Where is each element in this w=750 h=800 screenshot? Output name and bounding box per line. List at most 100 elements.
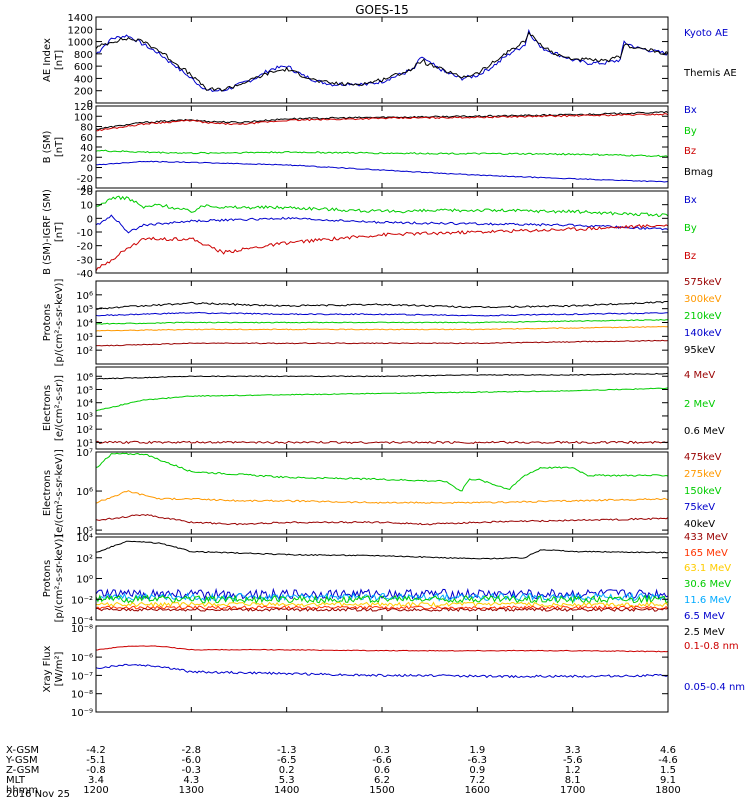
footer-value: 1500 [369, 785, 394, 796]
y-axis-label: [e/(cm²-s-sr)] [54, 375, 65, 441]
panel-5: 10¹ 10² 10³ 10⁴ 10⁵ 10⁶ Electrons [e/(cm²-s-sr)… [42, 366, 725, 450]
y-axis-label: B (SM) [42, 130, 53, 163]
series-150kev-line [96, 452, 668, 492]
footer-row-label: MLT [6, 775, 26, 786]
y-axis-label: [nT] [54, 50, 65, 70]
y-axis-label: [e/(cm²-s-sr-keV)] [54, 449, 65, 537]
series-6-5-mev-line [96, 587, 668, 601]
footer-value: 7.2 [469, 775, 485, 786]
series-bmag-line [96, 110, 668, 131]
series-63-1-mev-line [96, 601, 668, 608]
panel-3: -40 -30 -20 -10 0 10 20 B (SM)-IGRF (SM) [nT] Bx B… [42, 187, 697, 280]
footer-value: 8.1 [565, 775, 581, 786]
legend-entry: 75keV [684, 502, 715, 513]
series-11-6-mev-line [96, 591, 668, 603]
legend-entry: Bz [684, 251, 696, 262]
footer-value: -1.3 [277, 745, 297, 756]
panel-frame [95, 366, 669, 450]
legend-entry: 11.6 MeV [684, 595, 731, 606]
legend-entry: Bx [684, 195, 697, 206]
footer-date: 2016 Nov 25 [6, 789, 70, 800]
y-axis-label: [p/(cm²-s-sr-keV)] [54, 279, 65, 367]
y-tick-label: 10 [80, 201, 93, 212]
y-tick-label: 10⁻⁴ [71, 616, 93, 627]
legend-entry: 300keV [684, 294, 722, 305]
y-tick-label: 400 [74, 74, 93, 85]
y-tick-label: -10 [77, 228, 93, 239]
legend-entry: Kyoto AE [684, 28, 728, 39]
y-tick-label: 10³ [76, 332, 93, 343]
footer-value: 4.3 [183, 775, 199, 786]
footer-table: X-GSM -4.2 -2.8 -1.3 0.3 1.9 3.3 4.6 Y-GSM -5.1 -6… [5, 745, 681, 800]
y-tick-label: 10⁴ [76, 319, 93, 330]
y-tick-label: 10⁷ [76, 448, 93, 459]
y-tick-label: 200 [74, 87, 93, 98]
footer-value: 0.6 [374, 765, 390, 776]
y-tick-label: 10² [76, 425, 93, 436]
legend-entry: 2 MeV [684, 399, 715, 410]
panel-8: 10⁻⁹ 10⁻⁸ 10⁻⁷ 10⁻⁶ 10⁻⁸ Xray Flux [W/m²] 0.1-0… [42, 624, 745, 719]
legend-entry: 210keV [684, 311, 722, 322]
series-30-6-mev-line [96, 594, 668, 605]
series-300kev-line [96, 325, 668, 332]
footer-value: 3.3 [565, 745, 581, 756]
y-tick-label: 20 [80, 153, 93, 164]
series-bz-line [96, 113, 668, 132]
y-tick-label: 10¹ [76, 438, 93, 449]
panel-6: 10⁵ 10⁶ 10⁷ Electrons [e/(cm²-s-sr-keV)] 475k… [42, 448, 722, 537]
legend-entry: 40keV [684, 519, 715, 530]
footer-value: 1.9 [469, 745, 485, 756]
y-tick-label: 10³ [76, 412, 93, 423]
footer-value: 0.3 [374, 745, 390, 756]
y-tick-label: 10⁴ [76, 399, 93, 410]
footer-value: 1600 [465, 785, 490, 796]
legend-entry: 0.6 MeV [684, 426, 725, 437]
y-tick-label: 20 [80, 187, 93, 198]
y-tick-label: 10⁻⁷ [71, 671, 93, 682]
footer-value: 1400 [274, 785, 299, 796]
footer-value: -6.3 [468, 755, 488, 766]
y-tick-label: 60 [80, 133, 93, 144]
series-140kev-line [96, 311, 668, 317]
footer-value: 1.5 [660, 765, 676, 776]
y-axis-label: [W/m²] [54, 651, 65, 686]
footer-value: -0.3 [182, 765, 202, 776]
y-tick-label: 1400 [68, 13, 93, 24]
panel-4: 10² 10³ 10⁴ 10⁵ 10⁶ Protons [p/(cm²-s-sr-keV)]… [42, 277, 722, 366]
legend-entry: 475keV [684, 452, 722, 463]
series-575kev-line [96, 339, 668, 347]
y-tick-label: 1000 [68, 38, 93, 49]
y-tick-label: 0 [87, 99, 93, 110]
y-axis-label: Protons [42, 560, 53, 597]
panel-7: 10⁻⁴ 10⁻² 10⁰ 10² 10⁴ Protons [p/(cm²-s-sr-keV… [42, 532, 731, 638]
series-165-mev-line [96, 605, 668, 610]
series-kyoto-ae-line [96, 28, 668, 92]
series-2-mev-line [96, 387, 668, 412]
footer-value: -2.8 [182, 745, 202, 756]
y-tick-label: 10⁶ [76, 487, 93, 498]
footer-value: -4.2 [86, 745, 106, 756]
legend-entry: 150keV [684, 486, 722, 497]
footer-value: -6.6 [372, 755, 392, 766]
legend-entry: By [684, 126, 697, 137]
series-0-1-0-8-nm-line [96, 645, 668, 653]
series-0-05-0-4-nm-line [96, 663, 668, 679]
legend-entry: 30.6 MeV [684, 579, 731, 590]
series-2-5-mev-line [96, 540, 668, 560]
y-axis-label: [nT] [54, 137, 65, 157]
y-tick-label: 10⁵ [76, 526, 93, 537]
legend-entry: Bx [684, 105, 697, 116]
footer-value: 5.3 [279, 775, 295, 786]
y-axis-label: [nT] [54, 222, 65, 242]
y-tick-label: 40 [80, 143, 93, 154]
footer-value: 3.4 [88, 775, 104, 786]
series-40kev-line [96, 513, 668, 526]
footer-value: 1800 [655, 785, 680, 796]
series-95kev-line [96, 301, 668, 310]
series-433-mev-line [96, 607, 668, 613]
legend-entry: 433 MeV [684, 532, 728, 543]
y-axis-label: Xray Flux [42, 645, 53, 692]
y-axis-label: Protons [42, 304, 53, 341]
footer-value: -5.6 [563, 755, 583, 766]
